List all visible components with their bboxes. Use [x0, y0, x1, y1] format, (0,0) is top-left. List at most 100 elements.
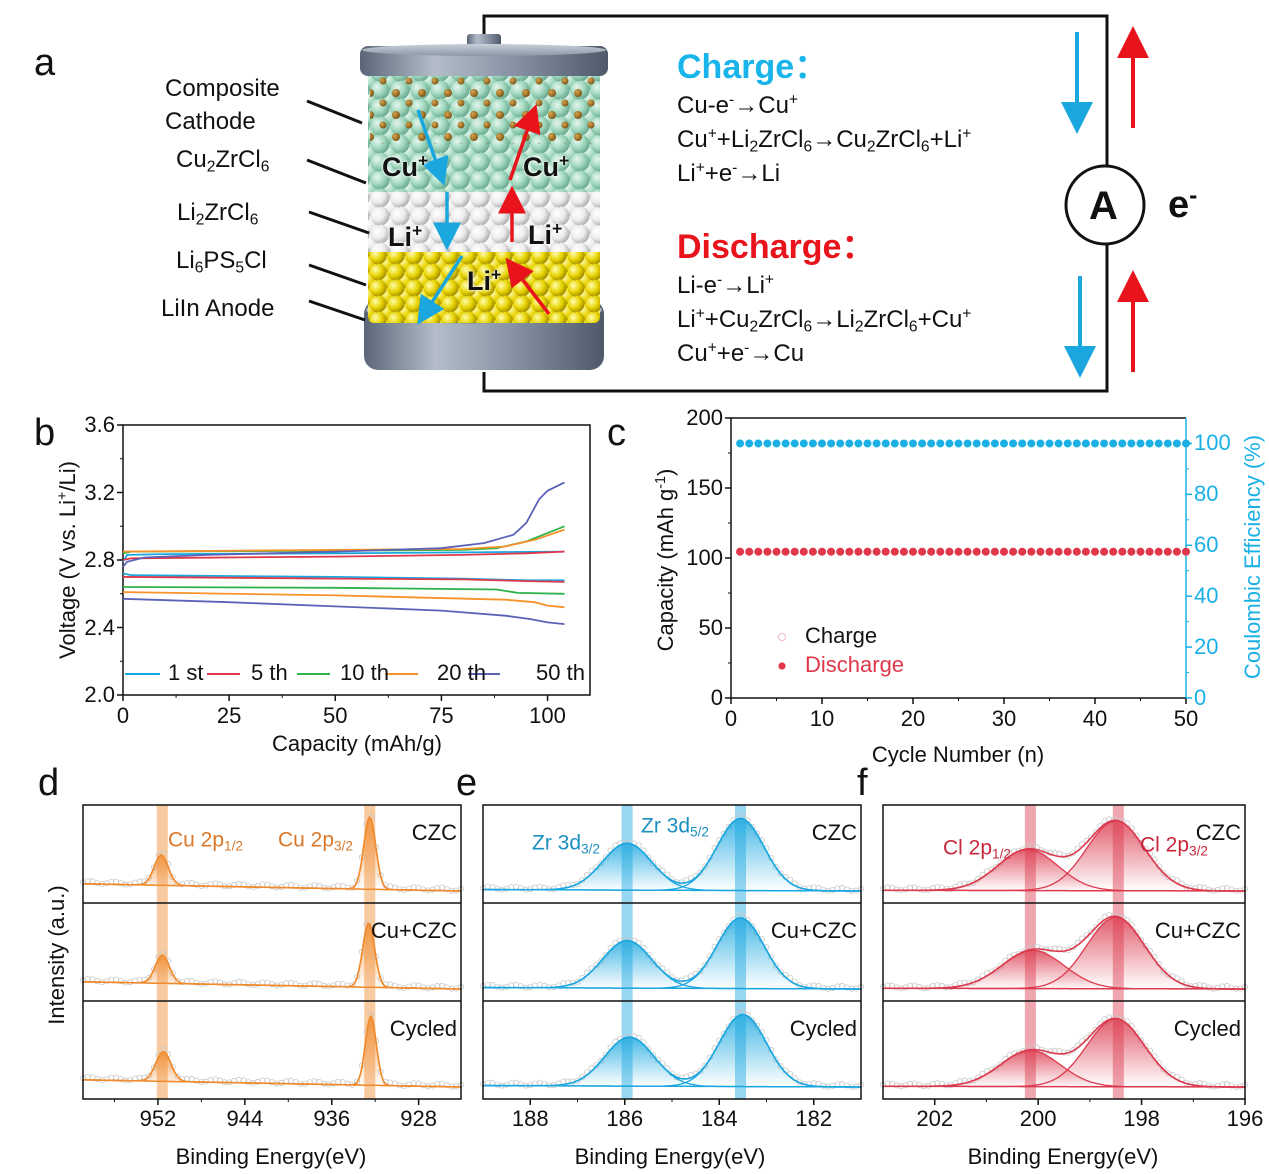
c-point-discharge [772, 547, 781, 556]
b-legend-label: 20 th [437, 660, 486, 685]
c-point-discharge [1081, 547, 1090, 556]
e-raw-data-point [536, 981, 543, 988]
c-point-discharge [990, 547, 999, 556]
f-raw-data-point [1042, 849, 1049, 856]
c-point-coulombic-efficiency [1145, 439, 1154, 448]
c-point-discharge [1100, 547, 1109, 556]
f-peak-fill [883, 950, 1245, 989]
c-point-discharge [1000, 547, 1009, 556]
leader-line [308, 299, 366, 322]
b-y-tick-label: 3.2 [84, 479, 115, 505]
c-point-discharge [1027, 547, 1036, 556]
b-legend-label: 5 th [251, 660, 288, 685]
b-y-axis-title: Voltage (V vs. Li+/Li) [55, 461, 80, 659]
f-sample-label: Cycled [1173, 1016, 1241, 1041]
d-raw-data-point [311, 1078, 318, 1085]
c-point-discharge [854, 547, 863, 556]
b-x-tick-label: 0 [116, 703, 130, 728]
c-point-discharge [1172, 547, 1181, 556]
b-curve-5th-charge [122, 550, 565, 561]
external-circuit-wire [482, 14, 1109, 393]
b-y-tick-label: 2.8 [84, 547, 115, 572]
e-raw-data-point [494, 1081, 501, 1088]
d-raw-data-point [94, 1076, 101, 1083]
f-envelope-fit [883, 915, 1245, 990]
c-x-tick-label: 20 [900, 706, 926, 731]
c-point-coulombic-efficiency [1109, 439, 1118, 448]
e-x-tick-label: 186 [606, 1106, 644, 1131]
c-point-coulombic-efficiency [1009, 439, 1018, 448]
c-point-coulombic-efficiency [863, 439, 872, 448]
e-x-tick-label: 188 [511, 1106, 549, 1131]
c-point-discharge [1118, 547, 1127, 556]
f-raw-data-point [1205, 1082, 1212, 1089]
c-y-tick-label: 200 [686, 405, 723, 430]
c-point-coulombic-efficiency [872, 439, 881, 448]
d-axes-frame [82, 804, 462, 1100]
c-point-discharge [1036, 547, 1045, 556]
battery-schematic [306, 14, 1149, 393]
d-sample-label: Cycled [389, 1016, 457, 1041]
c-point-discharge [927, 547, 936, 556]
c-point-coulombic-efficiency [1136, 439, 1145, 448]
label-li6ps5cl: Li6PS5Cl [176, 247, 267, 277]
c-x-tick-label: 10 [809, 706, 835, 731]
leader-line [306, 158, 367, 185]
discharge-title: Discharge： [677, 228, 876, 266]
d-peak-component [83, 1051, 461, 1088]
f-sample-label: CZC [1195, 820, 1241, 845]
d-peak-label: Cu 2p1/2 [168, 828, 244, 854]
d-x-tick-label: 944 [226, 1106, 264, 1131]
d-x-tick-label: 928 [400, 1106, 437, 1131]
c-y2-tick-label: 60 [1194, 532, 1219, 558]
b-legend-label: 1 st [168, 660, 204, 685]
f-x-tick-label: 200 [1019, 1106, 1057, 1131]
d-x-tick-label: 952 [139, 1106, 177, 1131]
c-point-discharge [963, 547, 972, 556]
red-arrow-1 [505, 257, 551, 316]
c-point-discharge [808, 547, 817, 556]
f-peak-fill [883, 1050, 1245, 1087]
c-y2-tick-label: 100 [1194, 430, 1231, 456]
f-raw-data-point [1088, 1031, 1095, 1038]
label-li2zrcl6: Li2ZrCl6 [177, 199, 259, 229]
e-plot [479, 804, 865, 1105]
c-y2-tick-label: 0 [1194, 685, 1207, 710]
plots [80, 417, 1249, 1105]
d-raw-data-point [94, 978, 101, 985]
c-y-axis-title: Capacity (mAh g-1) [653, 468, 678, 652]
c-point-discharge [899, 547, 908, 556]
c-point-coulombic-efficiency [1172, 439, 1181, 448]
d-peak-component [83, 816, 461, 892]
e-raw-data-point [536, 1079, 543, 1086]
c-plot [725, 417, 1192, 704]
c-point-coulombic-efficiency [799, 439, 808, 448]
blue-arrow-3 [417, 255, 464, 325]
charge-equation: Cu++Li2ZrCl6→Cu2ZrCl6+Li+ [677, 125, 972, 156]
c-point-discharge [890, 547, 899, 556]
c-point-discharge [1063, 547, 1072, 556]
c-point-coulombic-efficiency [899, 439, 908, 448]
discharge-equation: Cu++e-→Cu [677, 339, 805, 367]
c-point-coulombic-efficiency [808, 439, 817, 448]
d-peak-component [83, 954, 461, 990]
c-point-discharge [790, 547, 799, 556]
c-point-coulombic-efficiency [1081, 439, 1090, 448]
f-peak-label: Cl 2p1/2 [943, 836, 1011, 862]
top-collector-top [362, 44, 606, 56]
c-point-discharge [818, 547, 827, 556]
c-point-discharge [863, 547, 872, 556]
c-point-coulombic-efficiency [763, 439, 772, 448]
d-sample-label: CZC [411, 820, 457, 845]
f-raw-data-point [1088, 929, 1095, 936]
c-point-discharge [1009, 547, 1018, 556]
c-point-discharge [936, 547, 945, 556]
e-sample-label: Cu+CZC [770, 918, 857, 943]
f-axes-frame [882, 804, 1246, 1100]
b-x-axis-title: Capacity (mAh/g) [272, 731, 442, 756]
c-point-discharge [981, 547, 990, 556]
f-raw-data-point [893, 1082, 900, 1089]
panel-letter-d: d [38, 762, 60, 804]
b-y-tick-label: 2.4 [84, 614, 115, 640]
c-point-coulombic-efficiency [781, 439, 790, 448]
